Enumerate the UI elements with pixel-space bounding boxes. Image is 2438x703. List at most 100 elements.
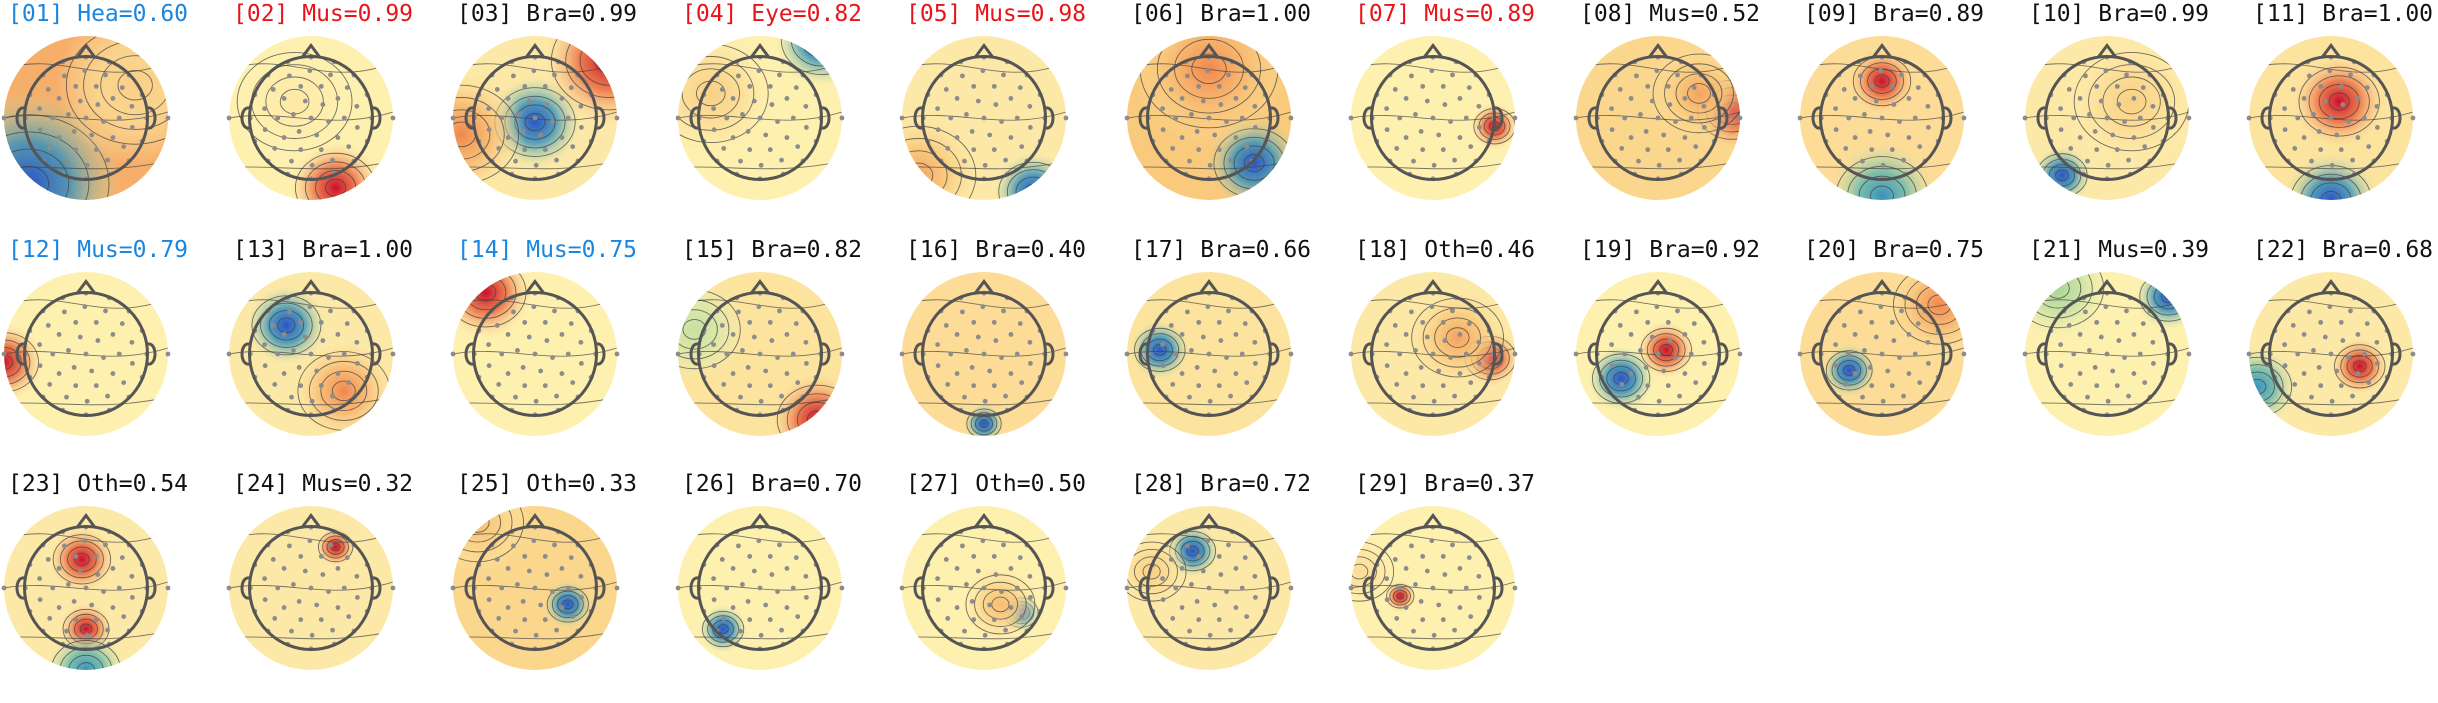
electrode-dot [95,102,101,107]
electrode-dot [526,334,532,340]
electrode-dot [262,342,268,347]
head-outline [1595,291,1721,417]
electrode-dot [494,557,500,562]
topomap-activation-blob [961,565,1040,644]
electrode-dot [496,382,502,387]
electrode-dot [262,597,268,603]
topomap-08 [1573,36,1743,200]
electrode-dot [2301,371,2307,376]
electrode-dot [1619,146,1625,151]
component-cell: [12] Mus=0.79 [0,236,225,466]
electrode-dot [2301,96,2307,101]
electrode-dot [522,319,528,325]
electrode-dot [542,553,548,559]
electrode-dot [948,585,954,591]
electrode-dot [971,319,977,325]
nose-outline [749,279,771,295]
head-outline [248,291,374,417]
electrode-dot [2068,146,2074,151]
electrode-dot [1512,351,1518,357]
electrode-dot [2022,115,2028,121]
electrode-dot [129,125,135,130]
electrode-dot [943,557,949,562]
electrode-dot [2301,332,2307,337]
electrode-dot [991,83,997,89]
electrode-dot [991,383,997,389]
electrode-dot [971,83,977,89]
electrode-dot [1216,553,1222,559]
left-ear-outline [913,576,923,600]
electrode-dot [993,102,999,107]
electrode-dot [954,135,960,140]
electrode-dot [1,351,7,357]
topomap-contour [1800,396,1964,406]
topomap-contour [979,419,989,428]
electrode-dot [77,334,83,340]
electrode-dot [1609,127,1615,133]
electrode-dot [1617,87,1623,92]
topomap-contour [1860,62,1904,100]
right-ear-outline [596,576,606,600]
electrode-dot [1429,68,1435,74]
electrode-dot [73,617,79,623]
topomap-contour [1800,62,1964,73]
electrode-dot [1457,332,1463,337]
electrode-dot [1228,627,1233,633]
electrode-dot [1196,147,1202,153]
topomap-contour [902,298,1066,309]
topomap-contour [1233,145,1275,181]
electrode-dot [505,371,511,376]
electrode-dot [513,158,518,164]
topomap-contour [1396,592,1405,600]
topomap-contour [2318,83,2360,120]
electrode-dot [2066,87,2072,92]
electrode-dot [1878,68,1884,74]
topomap-contour [902,630,1066,640]
component-label: [22] Bra=0.68 [2253,237,2434,263]
electrode-dot [1173,585,1179,591]
right-ear-outline [1270,106,1280,130]
electrode-dot [1207,162,1213,168]
electrode-dot [2022,351,2028,357]
electrode-dot [1,585,7,591]
electrode-dot [2346,119,2351,124]
electrode-dot [2295,351,2301,357]
electrode-dot [1457,96,1463,101]
topomap-contour [453,532,617,543]
topomap-07 [1348,36,1518,200]
electrode-dot [745,129,751,134]
head-outline [697,525,823,651]
electrode-dot [1675,308,1680,314]
topomap-contour [1664,63,1734,124]
electrode-dot [2309,158,2314,164]
electrode-dot [330,393,335,399]
electrode-dot [83,351,89,357]
electrode-dot [101,119,106,124]
electrode-dot [314,368,320,374]
electrode-dot [747,553,753,559]
electrode-dot [2311,348,2316,353]
topomap-activation-blob [1127,532,1191,611]
electrode-dot [738,394,743,400]
electrode-dot [1440,383,1446,389]
electrode-dot [784,96,790,101]
electrode-dot [2374,339,2380,345]
topomap-contour [1843,365,1856,376]
electrode-dot [281,96,287,101]
electrode-dot [1925,361,1931,366]
electrode-dot [2410,115,2416,121]
electrode-dot [1187,158,1192,164]
topomap-11 [2246,36,2416,200]
electrode-dot [1170,382,1176,387]
electrode-dot [1852,332,1858,337]
electrode-dot [1440,617,1446,623]
electrode-dot [2116,338,2122,343]
topomap-contour [678,630,842,640]
component-cell: [13] Bra=1.00 [225,236,450,466]
electrode-dot [1638,112,1643,117]
left-ear-outline [240,106,250,130]
electrode-dot [1187,628,1192,634]
electrode-dot [1879,115,1885,121]
electrode-dot [1244,380,1250,385]
electrode-dot [1403,605,1409,610]
